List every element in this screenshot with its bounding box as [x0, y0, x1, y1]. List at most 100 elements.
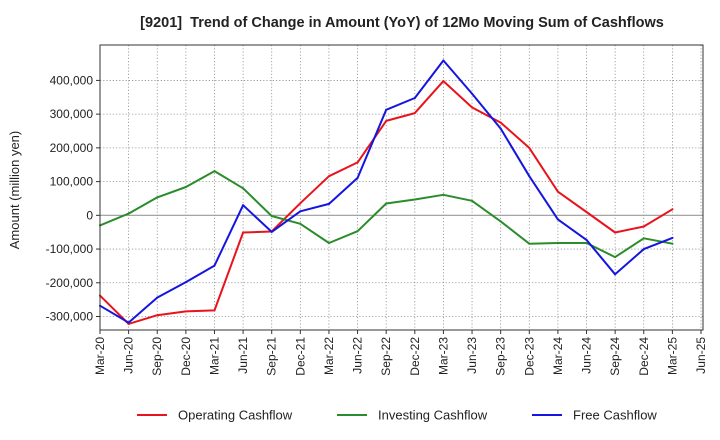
legend: Operating Cashflow Investing Cashflow Free… — [137, 408, 657, 423]
y-tick-label: -200,000 — [46, 276, 94, 290]
data-point-free-cashflow — [356, 176, 359, 179]
data-point-operating-cashflow — [242, 231, 245, 234]
data-point-investing-cashflow — [184, 186, 187, 188]
x-tick-label: Sep-20 — [150, 337, 164, 376]
y-tick-label: -300,000 — [46, 310, 94, 324]
data-point-operating-cashflow — [528, 146, 531, 149]
data-point-free-cashflow — [642, 248, 645, 251]
data-point-free-cashflow — [156, 296, 159, 299]
x-tick-label: Dec-23 — [522, 337, 536, 376]
data-point-free-cashflow — [299, 210, 302, 213]
x-axis: Mar-20 Jun-20 Sep-20 Dec-20 Mar-21 Jun-21 Sep-… — [93, 330, 708, 376]
data-point-investing-cashflow — [471, 199, 473, 202]
x-tick-label: Mar-21 — [208, 337, 222, 375]
data-point-operating-cashflow — [556, 190, 559, 193]
y-axis-label: Amount (million yen) — [7, 131, 22, 250]
y-tick-label: 400,000 — [50, 73, 94, 87]
x-tick-label: Dec-24 — [637, 337, 651, 376]
legend-item-operating-cashflow: Operating Cashflow — [137, 408, 293, 423]
x-tick-label: Jun-21 — [236, 337, 250, 374]
x-tick-label: Sep-23 — [494, 337, 508, 376]
legend-label-investing-cashflow: Investing Cashflow — [378, 408, 488, 423]
x-tick-label: Dec-21 — [293, 337, 307, 376]
data-point-investing-cashflow — [242, 187, 245, 190]
data-point-free-cashflow — [213, 264, 216, 267]
plot-area — [100, 45, 703, 330]
data-point-investing-cashflow — [328, 242, 330, 244]
data-point-free-cashflow — [499, 127, 502, 130]
data-point-free-cashflow — [471, 92, 473, 95]
data-point-free-cashflow — [671, 236, 674, 239]
data-point-operating-cashflow — [642, 225, 645, 228]
data-point-operating-cashflow — [499, 121, 502, 124]
series-operating-cashflow — [99, 80, 674, 325]
data-point-investing-cashflow — [213, 170, 216, 173]
data-point-free-cashflow — [585, 238, 588, 241]
legend-item-investing-cashflow: Investing Cashflow — [337, 408, 488, 423]
data-point-investing-cashflow — [556, 242, 559, 244]
data-point-investing-cashflow — [270, 215, 273, 217]
x-tick-label: Mar-25 — [665, 337, 679, 375]
data-point-free-cashflow — [442, 59, 445, 62]
data-point-investing-cashflow — [442, 193, 445, 196]
data-point-investing-cashflow — [499, 220, 502, 223]
data-point-investing-cashflow — [671, 242, 674, 245]
data-point-operating-cashflow — [671, 208, 674, 211]
y-tick-label: 100,000 — [50, 175, 94, 189]
data-point-free-cashflow — [270, 230, 273, 233]
series-free-cashflow — [99, 59, 674, 324]
series-group — [99, 59, 674, 325]
x-tick-label: Mar-20 — [93, 337, 107, 375]
y-tick-label: 0 — [86, 208, 93, 222]
data-point-operating-cashflow — [328, 175, 330, 178]
x-tick-label: Mar-22 — [322, 337, 336, 375]
data-point-free-cashflow — [184, 281, 187, 284]
data-point-operating-cashflow — [585, 211, 588, 213]
data-point-investing-cashflow — [156, 196, 159, 199]
grid — [99, 45, 703, 330]
data-point-free-cashflow — [556, 218, 559, 221]
x-tick-label: Sep-22 — [379, 337, 393, 376]
data-point-investing-cashflow — [385, 202, 388, 205]
y-axis: -300,000 -200,000 -100,000 0 100,000 200,000 3… — [46, 73, 100, 324]
data-point-investing-cashflow — [528, 242, 531, 245]
data-point-free-cashflow — [127, 321, 130, 324]
data-point-free-cashflow — [242, 204, 245, 207]
data-point-operating-cashflow — [471, 106, 473, 109]
x-tick-label: Jun-24 — [580, 337, 594, 374]
data-point-free-cashflow — [614, 273, 617, 276]
x-tick-label: Mar-23 — [436, 337, 450, 375]
legend-label-free-cashflow: Free Cashflow — [573, 408, 657, 423]
data-point-operating-cashflow — [385, 119, 388, 122]
y-tick-label: 300,000 — [50, 107, 94, 121]
data-point-operating-cashflow — [184, 310, 187, 313]
x-tick-label: Jun-25 — [694, 337, 708, 374]
data-point-operating-cashflow — [614, 231, 617, 234]
x-tick-label: Jun-20 — [122, 337, 136, 374]
data-point-free-cashflow — [385, 108, 388, 111]
legend-label-operating-cashflow: Operating Cashflow — [178, 408, 293, 423]
plot-frame — [99, 44, 704, 331]
data-point-investing-cashflow — [642, 237, 645, 240]
y-tick-label: 200,000 — [50, 141, 94, 155]
data-point-operating-cashflow — [299, 202, 302, 205]
x-tick-label: Sep-24 — [608, 337, 622, 376]
data-point-investing-cashflow — [413, 198, 416, 201]
data-point-operating-cashflow — [156, 314, 159, 317]
data-point-investing-cashflow — [299, 222, 302, 225]
y-tick-label: -100,000 — [46, 242, 94, 256]
data-point-free-cashflow — [528, 175, 531, 178]
data-point-operating-cashflow — [213, 309, 216, 312]
data-point-operating-cashflow — [442, 80, 445, 83]
data-point-investing-cashflow — [614, 256, 617, 259]
data-point-free-cashflow — [413, 97, 416, 99]
data-point-free-cashflow — [328, 202, 330, 205]
x-tick-label: Mar-24 — [551, 337, 565, 375]
legend-item-free-cashflow: Free Cashflow — [532, 408, 657, 423]
x-tick-label: Dec-22 — [408, 337, 422, 376]
data-point-investing-cashflow — [585, 242, 588, 244]
x-tick-label: Dec-20 — [179, 337, 193, 376]
x-tick-label: Jun-23 — [465, 337, 479, 374]
data-point-investing-cashflow — [127, 212, 130, 215]
